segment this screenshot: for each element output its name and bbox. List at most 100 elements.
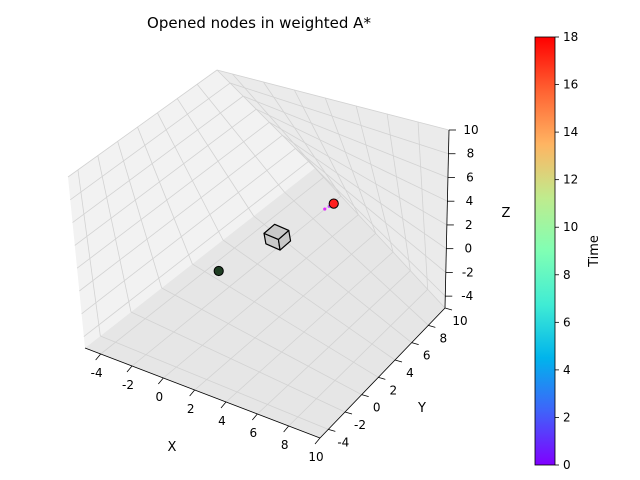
- colorbar-tick-label: 8: [563, 268, 571, 282]
- grid-line-z: [256, 108, 448, 202]
- grid-line-x: [417, 121, 429, 290]
- grid-line-y: [117, 141, 163, 289]
- y-tick-label: 4: [406, 366, 414, 380]
- x-tick-label: 4: [218, 414, 226, 428]
- y-tick-mark: [394, 359, 403, 363]
- y-tick-mark: [444, 307, 453, 311]
- data-marks: [213, 198, 339, 277]
- z-tick-label: 6: [466, 170, 474, 184]
- grid-line-x: [293, 89, 359, 215]
- grid-line-x: [100, 177, 324, 355]
- z-tick-label: -2: [462, 265, 474, 279]
- grid-line-x: [163, 214, 359, 379]
- chart-title: Opened nodes in weighted A*: [147, 14, 371, 32]
- grid-line-x: [386, 113, 411, 271]
- x-axis-label: X: [168, 440, 177, 455]
- grid-line-x: [194, 233, 376, 391]
- colorbar-gradient: [534, 36, 556, 466]
- grid-line-x: [288, 289, 428, 427]
- obstacle-face-top: [263, 223, 290, 241]
- grid-line-z: [308, 161, 446, 297]
- y-tick-mark: [378, 376, 386, 380]
- x-tick-label: 0: [156, 390, 164, 404]
- colorbar-tick-label: 12: [563, 173, 578, 187]
- y-tick-mark: [411, 342, 419, 346]
- grid-line-x: [263, 81, 342, 197]
- x-tick-label: -4: [91, 366, 103, 380]
- y-tick-label: 0: [373, 401, 381, 415]
- z-tick-label: 8: [467, 147, 475, 161]
- grid-line-z: [70, 82, 231, 201]
- grid-line-z: [229, 82, 449, 155]
- grid-line-z: [76, 121, 270, 269]
- z-axis-label: Z: [502, 206, 511, 221]
- pane-floor: [85, 168, 445, 438]
- colorbar-ticks: 0 2 4 6 8 10 12 14 16 18: [555, 30, 578, 472]
- colorbar-label: Time: [587, 235, 602, 268]
- x-tick-mark: [220, 401, 227, 409]
- z-tick-label: 0: [465, 242, 473, 256]
- grid-line-z: [74, 108, 257, 246]
- y-axis-label: Y: [417, 401, 426, 416]
- colorbar-tick-label: 0: [563, 458, 571, 472]
- grid-line-y: [100, 335, 329, 430]
- grid-line-y: [137, 126, 193, 265]
- z-tick-label: 2: [465, 218, 473, 232]
- grid-line-y: [130, 311, 346, 413]
- grid-line-z: [81, 148, 296, 315]
- grid-line-z: [269, 121, 448, 226]
- x-tick-mark: [283, 425, 289, 433]
- x-tick-mark: [189, 389, 195, 397]
- x-tick-label: 2: [187, 402, 195, 416]
- y-tick-mark: [361, 394, 369, 398]
- grid-line-x: [131, 195, 342, 367]
- colorbar: 0 2 4 6 8 10 12 14 16 18 Time: [534, 30, 602, 472]
- colorbar-tick-label: 2: [563, 410, 571, 424]
- grid-line-x: [324, 97, 377, 234]
- grid-lines: [67, 69, 450, 439]
- y-tick-mark: [428, 324, 436, 328]
- grid-line-z: [295, 148, 447, 273]
- grid-line-y: [216, 69, 316, 169]
- x-tick-label: 8: [281, 438, 289, 452]
- x-tick-mark: [252, 413, 258, 421]
- pane-x-left: [68, 70, 315, 348]
- grid-line-z: [282, 135, 447, 249]
- colorbar-tick-label: 18: [563, 30, 578, 44]
- grid-line-x: [232, 73, 324, 178]
- x-tick-label: -2: [122, 378, 134, 392]
- grid-line-y: [77, 169, 101, 337]
- colorbar-tick-label: 14: [563, 125, 578, 139]
- y-tick-label: 8: [440, 331, 448, 345]
- y-tick-label: -2: [354, 418, 366, 432]
- z-tick-label: 4: [466, 194, 474, 208]
- y-tick-label: 10: [452, 314, 467, 328]
- y-tick-mark: [328, 428, 336, 432]
- x-tick-mark: [314, 437, 321, 445]
- grid-line-y: [192, 263, 379, 378]
- grid-line-y: [176, 98, 255, 217]
- grid-line-x: [355, 105, 394, 253]
- axis-lines: [84, 129, 450, 439]
- grid-line-z: [79, 135, 283, 292]
- colorbar-tick-label: 6: [563, 315, 571, 329]
- start-point: [213, 265, 224, 277]
- x-tick-mark: [158, 377, 164, 385]
- colorbar-tick-label: 4: [563, 363, 571, 377]
- grid-line-y: [97, 155, 132, 313]
- colorbar-tick-label: 16: [563, 78, 578, 92]
- pane-y-back: [217, 70, 449, 308]
- goal-point: [328, 198, 339, 209]
- y-tick-label: 2: [390, 383, 398, 397]
- grid-line-y: [222, 239, 396, 361]
- x-tick-mark: [95, 353, 101, 361]
- x-tick-label: 6: [250, 426, 258, 440]
- grid-line-z: [67, 69, 218, 178]
- colorbar-tick-label: 10: [563, 220, 578, 234]
- grid-line-y: [157, 112, 224, 241]
- y-tick-label: -4: [337, 435, 349, 449]
- opened-node-point: [323, 207, 327, 211]
- y-axis-line: [319, 307, 446, 439]
